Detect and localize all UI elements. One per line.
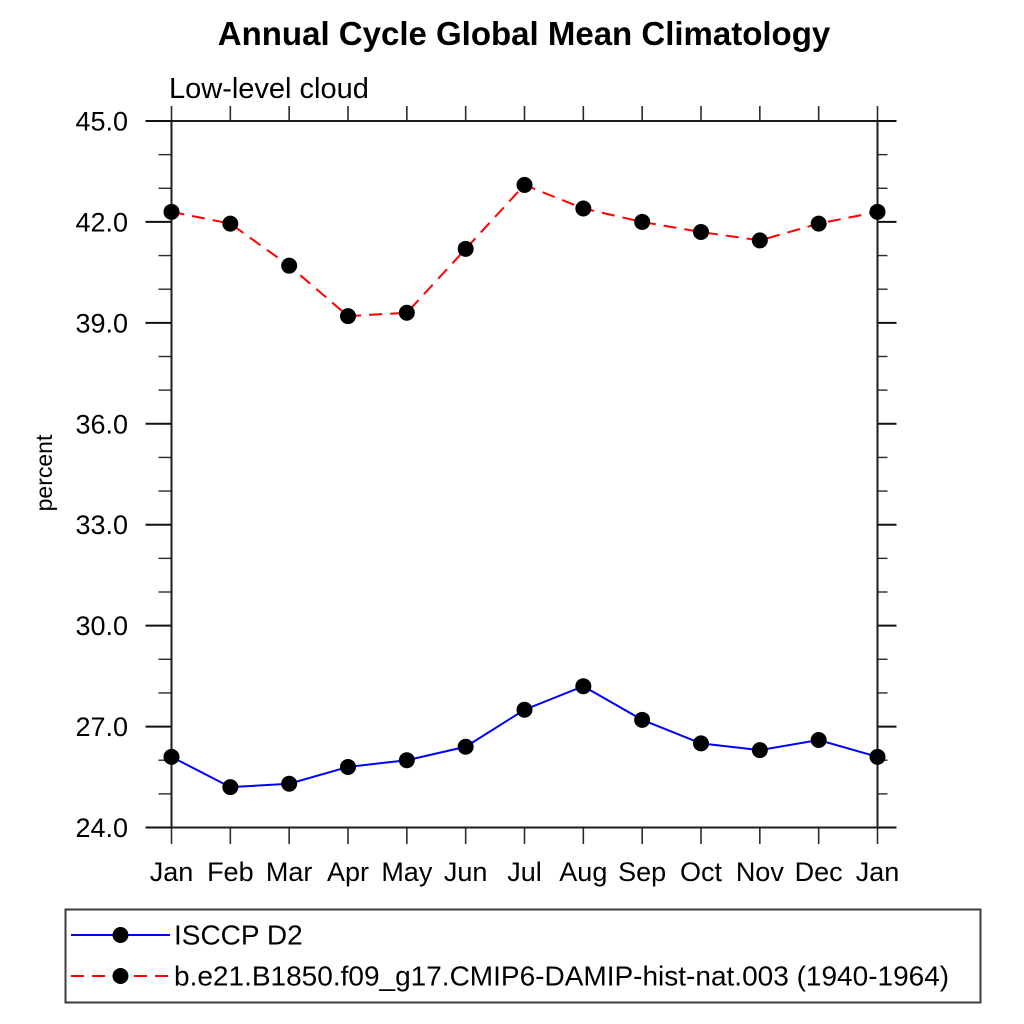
x-tick-label: May bbox=[381, 857, 433, 887]
y-tick-label: 30.0 bbox=[75, 611, 128, 641]
x-tick-label: Mar bbox=[266, 857, 313, 887]
series-point bbox=[575, 200, 592, 217]
axis-ticks bbox=[145, 106, 897, 844]
series-point bbox=[869, 203, 886, 220]
y-tick-label: 27.0 bbox=[75, 712, 128, 742]
series-point bbox=[163, 748, 180, 765]
series-point bbox=[693, 735, 709, 752]
y-tick-label: 45.0 bbox=[75, 107, 128, 137]
y-tick-label: 42.0 bbox=[75, 207, 128, 237]
y-tick-label: 36.0 bbox=[75, 409, 128, 439]
series-point bbox=[340, 308, 356, 325]
axis-tick-labels: Jan Feb Mar Apr May Jun Jul Aug Sep Oct Nov Dec Jan 2… bbox=[75, 107, 899, 888]
x-tick-label: Oct bbox=[680, 857, 723, 887]
chart-subtitle: Low-level cloud bbox=[169, 73, 369, 105]
x-tick-label: Feb bbox=[207, 857, 254, 887]
series-point bbox=[634, 213, 651, 230]
series-point bbox=[634, 711, 651, 728]
series-point bbox=[163, 203, 180, 220]
series-point bbox=[398, 752, 415, 769]
legend-box bbox=[64, 908, 982, 1004]
series-line-1 bbox=[171, 183, 878, 318]
series-point bbox=[810, 732, 827, 749]
series-point bbox=[457, 738, 474, 755]
legend: ISCCP D2 b.e21.B1850.f09_g17.CMIP6-DAMIP… bbox=[64, 908, 982, 1004]
series-point bbox=[516, 176, 533, 193]
x-tick-label: Jun bbox=[444, 857, 488, 887]
series-point bbox=[575, 678, 592, 695]
series-point bbox=[281, 775, 298, 792]
x-tick-label: Jul bbox=[507, 857, 542, 887]
x-tick-label: Aug bbox=[559, 857, 607, 887]
series-point bbox=[222, 779, 239, 796]
series-point bbox=[869, 748, 886, 765]
y-tick-label: 24.0 bbox=[75, 813, 128, 843]
legend-label-isccp: ISCCP D2 bbox=[174, 920, 303, 951]
y-axis-title: percent bbox=[31, 434, 57, 511]
series-point bbox=[281, 257, 298, 274]
series-point bbox=[340, 758, 356, 775]
x-tick-label: Jan bbox=[150, 857, 194, 887]
series-point bbox=[751, 232, 768, 249]
series-point bbox=[751, 742, 768, 759]
y-tick-label: 33.0 bbox=[75, 510, 128, 540]
y-tick-label: 39.0 bbox=[75, 308, 128, 338]
series-point bbox=[457, 240, 474, 257]
series-point bbox=[810, 215, 827, 232]
plot-frame bbox=[170, 120, 879, 829]
series-point bbox=[398, 304, 415, 321]
x-tick-label: Dec bbox=[795, 857, 843, 887]
series-point bbox=[222, 215, 239, 232]
series-line-0 bbox=[171, 685, 878, 789]
series-point bbox=[693, 224, 709, 241]
series-point bbox=[516, 701, 533, 718]
x-tick-label: Nov bbox=[736, 857, 785, 887]
x-tick-label: Sep bbox=[618, 857, 666, 887]
data-series bbox=[163, 176, 886, 796]
legend-marker-model bbox=[112, 968, 129, 984]
legend-marker-isccp bbox=[112, 927, 129, 943]
x-tick-label: Jan bbox=[856, 857, 900, 887]
chart-title: Annual Cycle Global Mean Climatology bbox=[218, 15, 831, 52]
legend-label-model: b.e21.B1850.f09_g17.CMIP6-DAMIP-hist-nat… bbox=[174, 961, 949, 992]
x-tick-label: Apr bbox=[327, 857, 369, 887]
